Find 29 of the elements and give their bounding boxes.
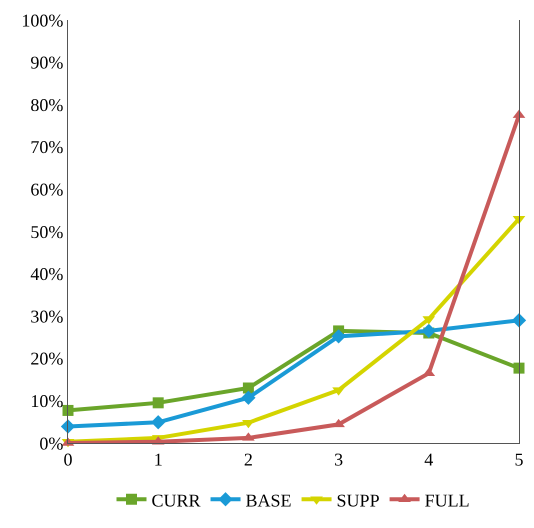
- point: [242, 382, 254, 394]
- y-tick-label: 90%: [30, 52, 64, 73]
- x-tick-label: 4: [424, 450, 434, 470]
- y-tick-label: 100%: [21, 10, 64, 30]
- x-tick-label: 2: [244, 450, 253, 470]
- legend-label: BASE: [246, 490, 292, 510]
- y-tick-label: 80%: [30, 94, 64, 115]
- point: [151, 415, 166, 430]
- legend-label: CURR: [152, 490, 201, 510]
- y-tick-label: 60%: [30, 180, 64, 200]
- x-tick-label: 3: [334, 450, 344, 470]
- legend-label: SUPP: [336, 490, 380, 510]
- y-tick-label: 0%: [39, 433, 64, 454]
- x-tick-label: 5: [514, 450, 524, 470]
- point: [241, 390, 256, 405]
- point: [331, 329, 346, 344]
- y-tick-label: 40%: [30, 264, 64, 284]
- x-tick-label: 1: [154, 450, 163, 470]
- point: [152, 397, 164, 408]
- legend-label: FULL: [424, 490, 470, 510]
- y-tick-label: 30%: [30, 306, 64, 326]
- y-tick-label: 50%: [30, 222, 64, 242]
- point: [422, 324, 436, 338]
- y-tick-label: 10%: [30, 391, 64, 411]
- point: [62, 404, 74, 416]
- y-tick-label: 70%: [30, 137, 64, 158]
- x-tick-label: 0: [64, 450, 72, 470]
- point: [514, 362, 524, 374]
- y-tick-label: 20%: [30, 348, 64, 369]
